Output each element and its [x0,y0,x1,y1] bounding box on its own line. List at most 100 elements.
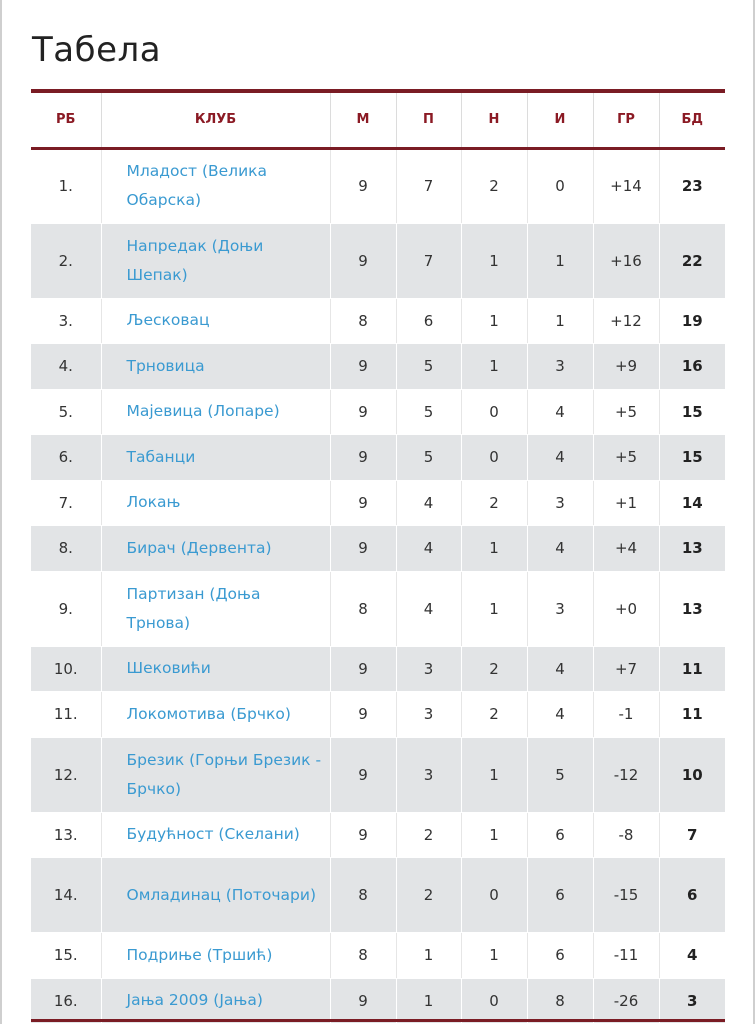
draws-cell: 1 [461,812,528,858]
wins-cell: 2 [396,812,462,858]
club-link[interactable]: Трновица [126,356,205,375]
losses-cell: 8 [527,978,594,1024]
played-cell: 9 [330,978,397,1024]
played-cell: 9 [330,343,397,390]
points-cell: 13 [659,525,725,572]
club-cell: Подриње (Тршић) [101,932,331,979]
club-link[interactable]: Младост (Велика Обарска) [126,162,268,209]
rank-cell: 11. [31,691,102,738]
losses-cell: 1 [527,223,594,299]
draws-cell: 1 [461,223,528,299]
table-row: 12. Брезик (Горњи Брезик - Брчко) 9 3 1 5 -12 1… [31,737,725,813]
draws-cell: 1 [461,571,528,647]
draws-cell: 0 [461,434,528,481]
points-cell: 3 [659,978,725,1024]
table-row: 5. Мајевица (Лопаре) 9 5 0 4 +5 15 [31,389,725,435]
played-cell: 9 [330,691,397,738]
points-cell: 11 [659,691,725,738]
goal-diff-cell: +9 [593,343,660,390]
rank-cell: 1. [31,148,102,224]
points-cell: 7 [659,812,725,858]
club-link[interactable]: Бирач (Дервента) [126,538,272,557]
table-row: 11. Локомотива (Брчко) 9 3 2 4 -1 11 [31,691,725,738]
draws-cell: 0 [461,978,528,1024]
losses-cell: 3 [527,480,594,526]
played-cell: 8 [330,857,397,933]
points-cell: 11 [659,646,725,692]
wins-cell: 7 [396,148,462,224]
wins-cell: 7 [396,223,462,299]
losses-cell: 3 [527,571,594,647]
standings-table: РБ КЛУБ М П Н И ГР БД 1. Младост (Велика … [31,89,725,1024]
rank-cell: 13. [31,812,102,858]
table-row: 16. Јања 2009 (Јања) 9 1 0 8 -26 3 [31,978,725,1024]
losses-cell: 4 [527,691,594,738]
draws-cell: 2 [461,646,528,692]
left-border [0,0,2,1024]
club-cell: Брезик (Горњи Брезик - Брчко) [101,737,331,813]
wins-cell: 1 [396,932,462,979]
draws-cell: 1 [461,343,528,390]
club-link[interactable]: Мајевица (Лопаре) [126,402,280,421]
table-row: 2. Напредак (Доњи Шепак) 9 7 1 1 +16 22 [31,223,725,299]
goal-diff-cell: -15 [593,857,660,933]
wins-cell: 3 [396,737,462,813]
club-link[interactable]: Љесковац [126,311,210,330]
played-cell: 8 [330,932,397,979]
wins-cell: 2 [396,857,462,933]
losses-cell: 1 [527,298,594,344]
goal-diff-cell: -26 [593,978,660,1024]
wins-cell: 1 [396,978,462,1024]
page-title: Табела [32,30,162,70]
club-cell: Будућност (Скелани) [101,812,331,858]
played-cell: 8 [330,298,397,344]
club-link[interactable]: Брезик (Горњи Брезик - Брчко) [126,750,322,798]
club-link[interactable]: Табанци [126,447,196,466]
losses-cell: 4 [527,434,594,481]
table-row: 14. Омладинац (Поточари) 8 2 0 6 -15 6 [31,857,725,933]
draws-cell: 1 [461,737,528,813]
goal-diff-cell: +16 [593,223,660,299]
goal-diff-cell: -11 [593,932,660,979]
rank-cell: 15. [31,932,102,979]
table-row: 8. Бирач (Дервента) 9 4 1 4 +4 13 [31,525,725,572]
header-goal-diff: ГР [593,89,660,150]
losses-cell: 6 [527,932,594,979]
played-cell: 9 [330,434,397,481]
table-row: 10. Шековићи 9 3 2 4 +7 11 [31,646,725,692]
club-link[interactable]: Партизан (Доња Трнова) [126,584,261,632]
points-cell: 13 [659,571,725,647]
table-header-row: РБ КЛУБ М П Н И ГР БД [31,89,725,150]
goal-diff-cell: +5 [593,389,660,435]
club-link[interactable]: Напредак (Доњи Шепак) [126,236,264,284]
club-link[interactable]: Локомотива (Брчко) [126,704,291,723]
club-cell: Омладинац (Поточари) [101,857,331,933]
losses-cell: 0 [527,148,594,224]
club-link[interactable]: Јања 2009 (Јања) [126,991,263,1010]
goal-diff-cell: +5 [593,434,660,481]
club-cell: Љесковац [101,298,331,344]
wins-cell: 4 [396,480,462,526]
club-cell: Табанци [101,434,331,481]
draws-cell: 2 [461,148,528,224]
club-link[interactable]: Локањ [126,493,181,512]
table-row: 1. Младост (Велика Обарска) 9 7 2 0 +14 23 [31,148,725,224]
points-cell: 23 [659,148,725,224]
points-cell: 19 [659,298,725,344]
losses-cell: 4 [527,525,594,572]
club-link[interactable]: Шековићи [126,659,211,678]
club-cell: Бирач (Дервента) [101,525,331,572]
losses-cell: 4 [527,646,594,692]
draws-cell: 2 [461,691,528,738]
club-cell: Младост (Велика Обарска) [101,148,331,224]
club-link[interactable]: Омладинац (Поточари) [126,885,317,904]
table-bottom-border [31,1019,725,1022]
club-cell: Јања 2009 (Јања) [101,978,331,1024]
club-link[interactable]: Подриње (Тршић) [126,945,273,964]
wins-cell: 5 [396,434,462,481]
rank-cell: 9. [31,571,102,647]
club-link[interactable]: Будућност (Скелани) [126,825,300,844]
played-cell: 9 [330,389,397,435]
draws-cell: 2 [461,480,528,526]
table-row: 7. Локањ 9 4 2 3 +1 14 [31,480,725,526]
